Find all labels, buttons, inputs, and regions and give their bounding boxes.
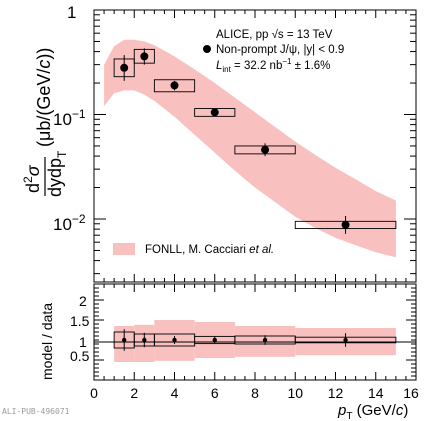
annotation-luminosity: Lint = 32.2 nb−1 ± 1.6% [216,57,330,74]
annotation-species: Non-prompt J/ψ, |y| < 0.9 [216,44,344,56]
fonll-band-top [104,39,396,258]
ylabel-unit: (μb/(GeV/c)) [34,48,54,147]
xtick-label-0: 0 [90,385,98,401]
syst-box-2 [153,79,196,93]
watermark: ALI-PUB-496071 [2,407,70,416]
bottom-panel-frame [93,283,417,381]
data-point-3 [210,108,219,117]
top-panel-frame [93,9,417,283]
ylabel-numerator: d2σ [21,164,43,193]
data-point-4 [261,145,270,154]
top-y-axis-title: d2σ dydpT (μb/(GeV/c)) [21,48,69,197]
ratio-point-3 [212,337,217,343]
xtick-label-16: 16 [403,385,419,401]
data-point-0 [120,63,129,72]
x-axis-title: pT (GeV/c) [337,402,408,421]
ytick-label-2: 2 [79,293,87,309]
xtick-label-14: 14 [368,385,384,401]
fonll-band-bottom [114,320,396,362]
ytick-label-0p01: 10−2 [53,212,86,234]
fonll-band-area [104,39,396,258]
annotation-marker [203,45,211,53]
legend-label: FONLL, M. Cacciari et al. [145,244,274,256]
legend-swatch [113,243,135,255]
ytick-label-1: 1 [67,3,76,22]
annotation-experiment: ALICE, pp √s = 13 TeV [216,28,333,41]
ytick-label-0p1: 10−1 [53,107,86,129]
xtick-label-12: 12 [328,385,344,401]
xtick-label-8: 8 [251,385,259,401]
xtick-label-6: 6 [211,385,219,401]
xtick-label-4: 4 [171,385,179,401]
ylabel-denominator: dydpT [45,150,69,197]
ratio-point-5 [343,337,348,343]
ytick-label-0p5: 0.5 [70,348,90,364]
ratio-point-0 [121,337,127,343]
xtick-label-10: 10 [287,385,303,401]
top-axis-ticks [93,9,417,282]
data-point-2 [170,81,179,90]
top-data-points [113,48,397,234]
ytick-label-1p5: 1.5 [70,313,90,329]
ratio-point-4 [262,337,268,343]
ratio-point-1 [142,337,147,343]
bottom-data-points [113,329,397,351]
xtick-label-2: 2 [130,385,138,401]
ytick-label-1-ratio: 1 [79,334,87,350]
bottom-y-axis-title: model / data [39,303,55,380]
data-point-1 [140,52,149,61]
ratio-point-2 [172,337,177,343]
data-point-5 [341,220,350,229]
